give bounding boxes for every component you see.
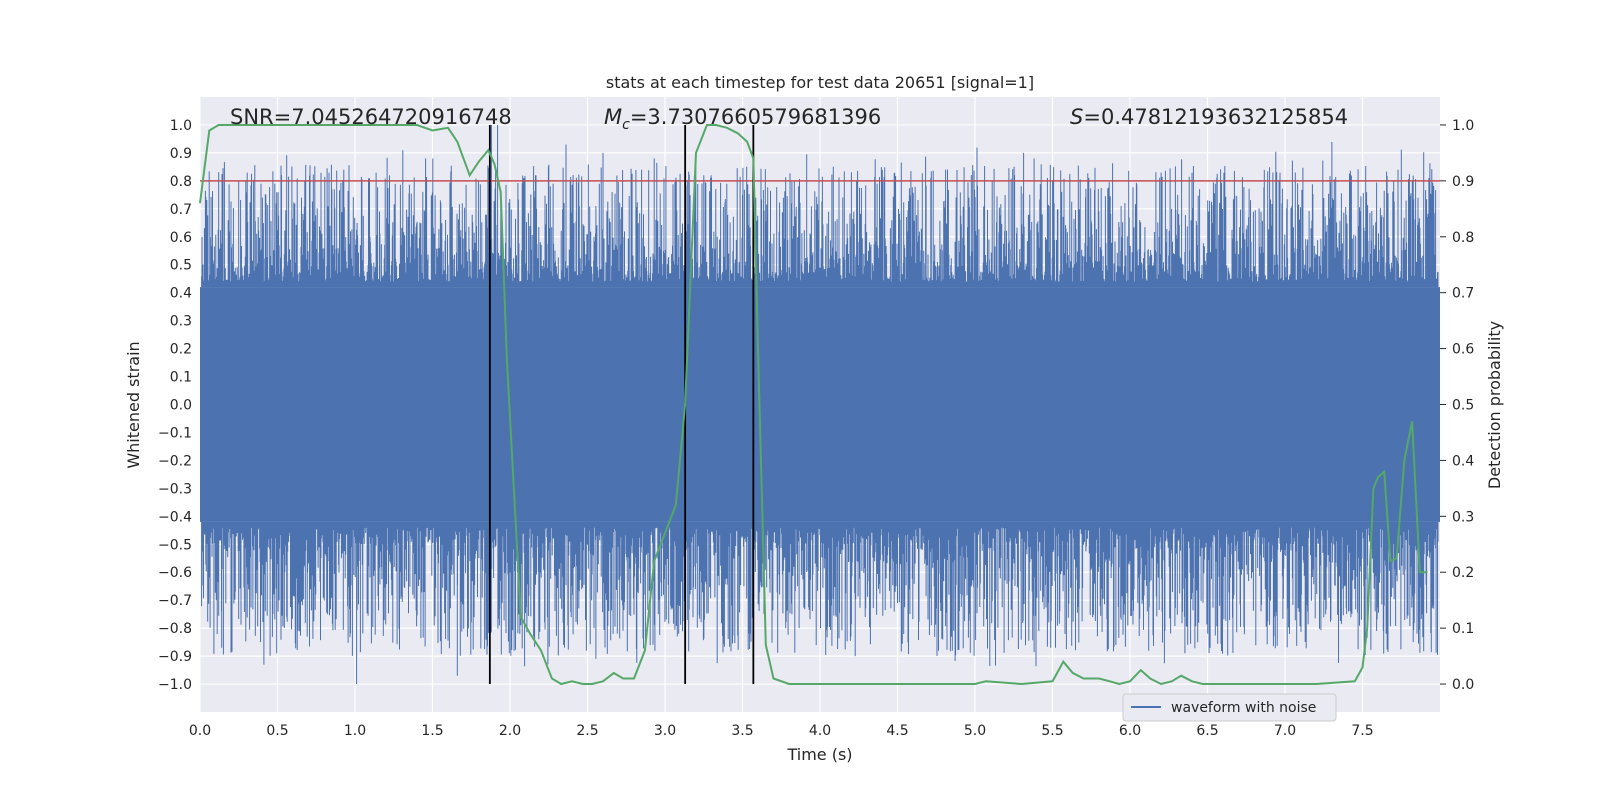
y-tick-label-left: 0.8 bbox=[170, 174, 192, 190]
x-tick-label: 7.5 bbox=[1351, 723, 1373, 739]
x-tick-label: 1.0 bbox=[344, 723, 366, 739]
y-tick-label-right: 1.0 bbox=[1452, 118, 1474, 134]
chirp-mass-symbol: M bbox=[604, 105, 622, 129]
y-tick-label-left: 0.4 bbox=[170, 286, 192, 302]
chart-title: stats at each timestep for test data 206… bbox=[606, 73, 1034, 92]
s-value: =0.47812193632125854 bbox=[1083, 105, 1348, 129]
y-tick-label-left: −0.8 bbox=[158, 621, 192, 637]
y-tick-label-left: −0.7 bbox=[158, 593, 192, 609]
y-tick-label-left: 0.1 bbox=[170, 370, 192, 386]
y-tick-label-right: 0.3 bbox=[1452, 509, 1474, 525]
y-tick-label-right: 0.0 bbox=[1452, 677, 1474, 693]
x-tick-label: 0.0 bbox=[189, 723, 211, 739]
s-symbol: S bbox=[1070, 105, 1083, 129]
y-tick-label-left: 0.5 bbox=[170, 258, 192, 274]
y-axis-label-right: Detection probability bbox=[1485, 321, 1504, 489]
x-tick-label: 2.5 bbox=[576, 723, 598, 739]
x-tick-label: 3.5 bbox=[731, 723, 753, 739]
legend-label: waveform with noise bbox=[1171, 700, 1316, 716]
y-tick-label-left: −0.6 bbox=[158, 565, 192, 581]
y-tick-label-right: 0.6 bbox=[1452, 342, 1474, 358]
y-tick-label-left: −0.2 bbox=[158, 453, 192, 469]
legend: waveform with noise bbox=[1122, 693, 1337, 722]
y-axis-label-left: Whitened strain bbox=[124, 341, 143, 468]
waveform-core-band bbox=[200, 287, 1440, 522]
y-tick-label-left: −0.3 bbox=[158, 481, 192, 497]
y-tick-label-left: 0.0 bbox=[170, 398, 192, 414]
y-tick-label-left: 0.3 bbox=[170, 314, 192, 330]
y-tick-label-right: 0.4 bbox=[1452, 453, 1474, 469]
y-tick-label-left: −1.0 bbox=[158, 677, 192, 693]
x-tick-label: 4.0 bbox=[809, 723, 831, 739]
y-tick-label-left: 0.2 bbox=[170, 342, 192, 358]
detection-probability-line bbox=[199, 124, 1428, 686]
chirp-mass-subscript: c bbox=[622, 117, 630, 133]
probability-series bbox=[199, 124, 1428, 686]
y-tick-label-right: 0.2 bbox=[1452, 565, 1474, 581]
x-axis-label: Time (s) bbox=[786, 745, 852, 764]
x-tick-label: 6.0 bbox=[1119, 723, 1141, 739]
x-tick-label: 1.5 bbox=[421, 723, 443, 739]
waveform-lower-spikes bbox=[201, 521, 1439, 684]
waveform-upper-spikes bbox=[201, 125, 1439, 288]
y-tick-label-left: 1.0 bbox=[170, 118, 192, 134]
y-tick-label-left: −0.9 bbox=[158, 649, 192, 665]
x-tick-label: 5.5 bbox=[1041, 723, 1063, 739]
y-tick-label-right: 0.7 bbox=[1452, 286, 1474, 302]
y-tick-label-left: 0.6 bbox=[170, 230, 192, 246]
y-tick-label-right: 0.9 bbox=[1452, 174, 1474, 190]
y-tick-label-right: 0.8 bbox=[1452, 230, 1474, 246]
legend-box bbox=[1122, 693, 1337, 722]
x-tick-label: 7.0 bbox=[1274, 723, 1296, 739]
s-annotation: S=0.47812193632125854 bbox=[1070, 105, 1348, 129]
x-tick-label: 0.5 bbox=[266, 723, 288, 739]
y-tick-label-left: −0.1 bbox=[158, 425, 192, 441]
x-tick-label: 3.0 bbox=[654, 723, 676, 739]
x-tick-label: 4.5 bbox=[886, 723, 908, 739]
y-tick-label-left: −0.5 bbox=[158, 537, 192, 553]
x-tick-label: 6.5 bbox=[1196, 723, 1218, 739]
y-tick-label-right: 0.1 bbox=[1452, 621, 1474, 637]
chirp-mass-value: =3.7307660579681396 bbox=[630, 105, 881, 129]
y-tick-label-left: 0.9 bbox=[170, 146, 192, 162]
x-tick-label: 2.0 bbox=[499, 723, 521, 739]
y-tick-label-left: −0.4 bbox=[158, 509, 192, 525]
tick-labels: 0.0 0.5 1.0 1.5 2.0 2.5 3.0 3.5 4.0 4.5 5.0 5.5 6.0 6… bbox=[158, 118, 1474, 739]
y-tick-label-right: 0.5 bbox=[1452, 398, 1474, 414]
x-tick-label: 5.0 bbox=[964, 723, 986, 739]
snr-annotation: SNR=7.045264720916748 bbox=[230, 105, 512, 129]
chirp-mass-annotation: Mc=3.7307660579681396 bbox=[604, 105, 881, 133]
y-tick-label-left: 0.7 bbox=[170, 202, 192, 218]
waveform-series bbox=[200, 125, 1440, 684]
